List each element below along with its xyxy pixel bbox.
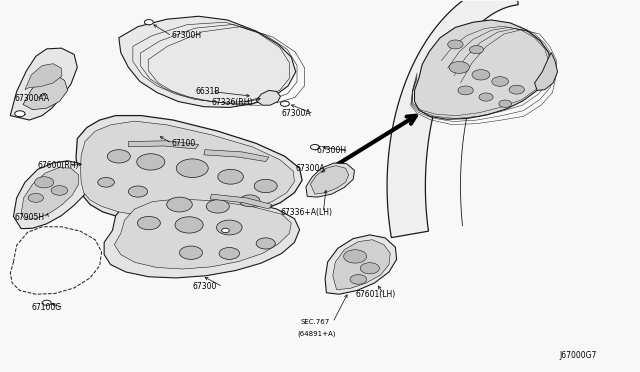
Polygon shape <box>13 161 90 229</box>
Text: 67336+A(LH): 67336+A(LH) <box>280 208 332 217</box>
Circle shape <box>28 193 44 202</box>
Circle shape <box>51 186 68 195</box>
Circle shape <box>175 217 203 233</box>
Polygon shape <box>115 199 291 269</box>
Circle shape <box>448 40 463 49</box>
Circle shape <box>472 70 490 80</box>
Circle shape <box>137 154 165 170</box>
Polygon shape <box>25 64 62 90</box>
Text: SEC.767: SEC.767 <box>301 320 330 326</box>
Polygon shape <box>256 90 280 105</box>
Circle shape <box>350 275 367 284</box>
Text: 67100G: 67100G <box>31 303 61 312</box>
Circle shape <box>219 247 239 259</box>
Polygon shape <box>325 235 397 294</box>
Text: 67336(RH): 67336(RH) <box>211 98 253 107</box>
Circle shape <box>206 200 229 213</box>
Circle shape <box>449 61 469 73</box>
Text: 67300A: 67300A <box>296 164 325 173</box>
Polygon shape <box>10 48 77 120</box>
Text: 67300: 67300 <box>192 282 217 291</box>
Polygon shape <box>204 150 269 161</box>
Circle shape <box>167 197 192 212</box>
Text: 67601(LH): 67601(LH) <box>355 290 396 299</box>
Circle shape <box>499 100 511 108</box>
Circle shape <box>344 250 367 263</box>
Circle shape <box>256 238 275 249</box>
Circle shape <box>145 20 154 25</box>
Circle shape <box>15 111 25 117</box>
Circle shape <box>108 150 131 163</box>
Polygon shape <box>333 240 390 290</box>
Text: 67300A: 67300A <box>282 109 311 118</box>
Circle shape <box>360 263 380 274</box>
Text: 67905H: 67905H <box>15 213 45 222</box>
Circle shape <box>138 217 161 230</box>
Circle shape <box>479 93 493 101</box>
Circle shape <box>35 177 54 188</box>
Text: 67300AA: 67300AA <box>15 94 50 103</box>
Polygon shape <box>387 0 518 238</box>
Text: 6631B: 6631B <box>195 87 220 96</box>
Text: 67300H: 67300H <box>317 146 347 155</box>
Circle shape <box>280 101 289 106</box>
Circle shape <box>179 246 202 259</box>
Circle shape <box>469 45 483 54</box>
Circle shape <box>492 77 508 86</box>
Text: J67000G7: J67000G7 <box>559 351 597 360</box>
Text: 67300H: 67300H <box>172 31 202 41</box>
Text: (64891+A): (64891+A) <box>298 330 336 337</box>
Circle shape <box>254 179 277 193</box>
Polygon shape <box>21 167 79 219</box>
Circle shape <box>218 169 243 184</box>
Circle shape <box>239 195 260 207</box>
Circle shape <box>310 144 319 150</box>
Circle shape <box>509 85 524 94</box>
Polygon shape <box>23 75 68 110</box>
Circle shape <box>42 300 51 305</box>
Polygon shape <box>210 194 272 209</box>
Polygon shape <box>534 52 557 90</box>
Circle shape <box>216 220 242 235</box>
Polygon shape <box>119 16 296 108</box>
Circle shape <box>458 86 473 95</box>
Polygon shape <box>310 166 349 194</box>
Text: 67100: 67100 <box>172 139 196 148</box>
Circle shape <box>176 159 208 177</box>
Polygon shape <box>129 141 198 149</box>
Circle shape <box>129 186 148 197</box>
Text: 67600(RH): 67600(RH) <box>38 161 79 170</box>
Polygon shape <box>415 20 551 119</box>
Circle shape <box>221 228 229 233</box>
Polygon shape <box>104 193 300 278</box>
Polygon shape <box>306 163 355 197</box>
Circle shape <box>98 177 115 187</box>
Polygon shape <box>81 121 294 217</box>
Polygon shape <box>76 116 302 222</box>
